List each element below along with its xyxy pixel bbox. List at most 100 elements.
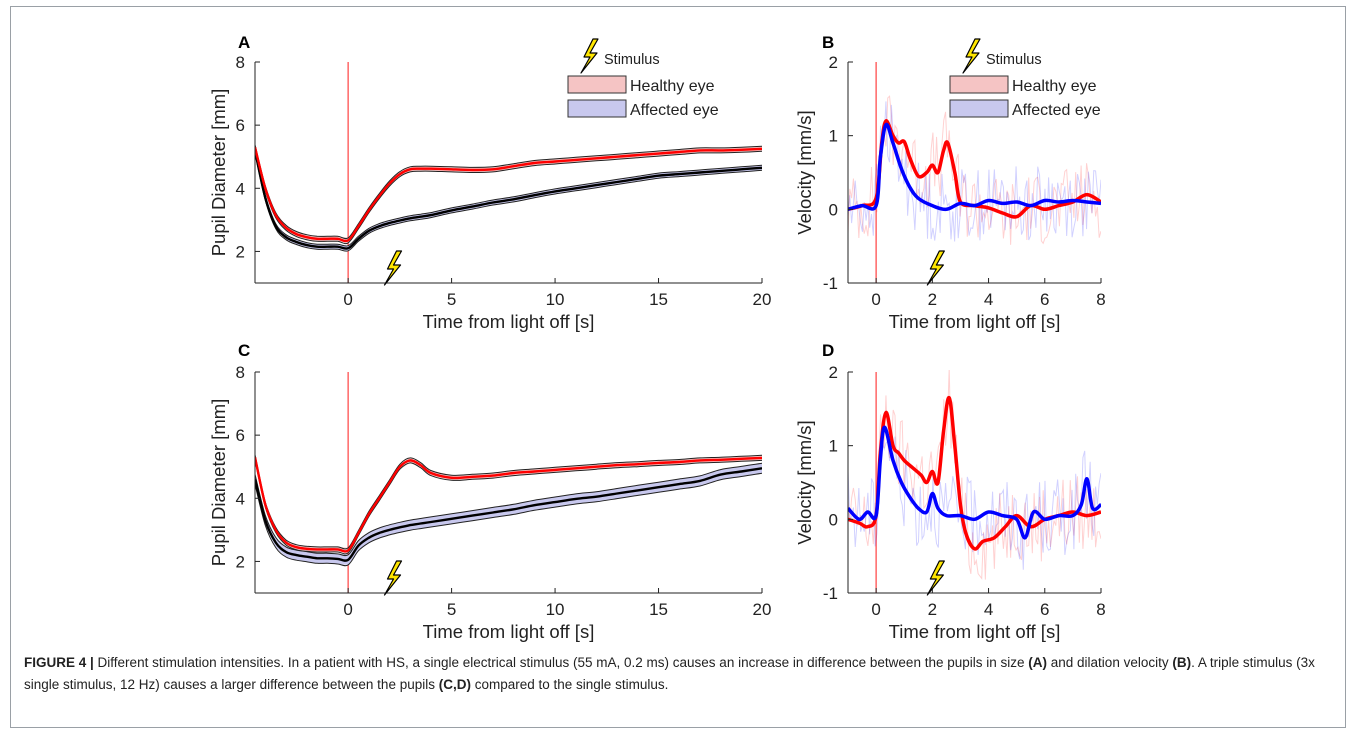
panel-a-x-axis-label: Time from light off [s] <box>423 311 595 332</box>
caption-ref-cd: (C,D) <box>438 677 471 692</box>
panel-a-series-affected <box>255 150 762 250</box>
panel-d-y-tick-label: -1 <box>823 584 838 603</box>
panel-c-x-tick-label: 10 <box>546 600 565 619</box>
panel-a-legend-stimulus-icon-shape <box>580 38 599 74</box>
panel-b-legend: Stimulus Healthy eye Affected eye <box>949 52 1101 119</box>
panel-d-series-affected <box>848 425 1101 540</box>
panel-c-stimulus-icon <box>383 560 403 596</box>
panel-a-stimulus-icon <box>383 250 403 286</box>
panel-b-y-axis-label: Velocity [mm/s] <box>794 110 815 234</box>
panel-d-letter: D <box>822 341 834 360</box>
panel-b-x-tick-label: 0 <box>871 290 880 309</box>
panel-c-band-healthy <box>255 454 762 553</box>
panel-a-series-healthy <box>255 146 762 243</box>
panel-b-raw-trace-healthy <box>848 95 1101 245</box>
panel-c-band-affected <box>255 463 762 565</box>
panel-b-raw-trace-affected <box>848 101 1101 242</box>
figure-frame <box>10 6 1346 728</box>
panel-c-letter: C <box>238 341 250 360</box>
panel-c-series-affected <box>255 467 762 562</box>
panel-a-band-upper-affected <box>255 147 762 247</box>
panel-a-band-lower-healthy <box>255 149 762 245</box>
panel-a-legend-stimulus-label: Stimulus <box>604 52 660 68</box>
panel-a-x-tick-label: 15 <box>649 290 668 309</box>
panel-d-y-tick-label: 0 <box>829 510 838 529</box>
panel-a-stimulus-icon-shape <box>383 250 403 286</box>
panel-a-legend-healthy-swatch <box>567 75 627 94</box>
panel-b-stimulus-icon-shape <box>926 250 945 286</box>
panel-b-plot-area <box>848 62 1101 283</box>
panel-d-plot-area <box>848 370 1101 593</box>
panel-c-y-tick-label: 4 <box>236 489 245 508</box>
panel-b-y-tick-label: 2 <box>829 53 838 72</box>
panel-b-stimulus-icon <box>926 250 945 286</box>
panel-a-letter: A <box>238 33 250 52</box>
panel-c-x-tick-label: 20 <box>753 600 772 619</box>
panel-b-legend-affected-label: Affected eye <box>1012 102 1101 119</box>
panel-b-legend-healthy-label: Healthy eye <box>1012 78 1097 95</box>
panel-b-legend-healthy-swatch <box>949 75 1009 94</box>
panel-a: A 0 5 10 15 20 2 4 6 8 Time from light off [s] Pupi… <box>208 33 771 332</box>
panel-d-series-healthy <box>848 396 1101 551</box>
panel-c-stimulus-icon-shape <box>383 560 403 596</box>
panel-d-y-tick-label: 2 <box>829 363 838 382</box>
panel-d-x-tick-label: 4 <box>984 600 993 619</box>
panel-c-plot-area <box>255 372 762 593</box>
panel-d-x-tick-label: 6 <box>1040 600 1049 619</box>
panel-a-band-upper-healthy <box>255 144 762 240</box>
panel-c-x-tick-label: 15 <box>649 600 668 619</box>
panel-b: B 0 2 4 6 8 -1 0 1 2 Time from light off [s] Veloci… <box>794 33 1106 332</box>
caption-ref-b: (B) <box>1172 655 1192 670</box>
panel-d-raw-trace-affected <box>848 436 1101 570</box>
caption-text-3: . A triple stimulus (3x single stimulus,… <box>24 655 1315 692</box>
panel-a-x-tick-label: 0 <box>343 290 352 309</box>
panel-a-plot-area <box>255 62 762 283</box>
panel-a-y-axis-label: Pupil Diameter [mm] <box>208 89 229 257</box>
panel-a-legend-affected-swatch <box>567 99 627 118</box>
caption-text-4: compared to the single stimulus. <box>470 677 669 692</box>
panel-c-band-lower-affected <box>255 472 762 567</box>
panel-d-x-tick-label: 8 <box>1096 600 1105 619</box>
panel-c-y-tick-label: 6 <box>236 426 245 445</box>
panel-d-stimulus-icon <box>926 560 945 596</box>
panel-b-letter: B <box>822 33 834 52</box>
panel-b-legend-stimulus-label: Stimulus <box>986 52 1042 68</box>
panel-c-y-tick-label: 8 <box>236 363 245 382</box>
caption-text-1: Different stimulation intensities. In a … <box>93 655 1029 670</box>
panel-c-band-upper-affected <box>255 462 762 557</box>
panel-a-x-tick-label: 10 <box>546 290 565 309</box>
panel-c-band-lower-healthy <box>255 459 762 555</box>
panel-c-y-tick-label: 2 <box>236 552 245 571</box>
panel-b-legend-affected-swatch <box>949 99 1009 118</box>
caption-text-2: and dilation velocity <box>1047 655 1173 670</box>
panel-b-series-healthy <box>848 119 1101 219</box>
panel-a-y-tick-label: 4 <box>236 179 245 198</box>
panel-d-y-axis-label: Velocity [mm/s] <box>794 420 815 544</box>
panel-b-x-tick-label: 8 <box>1096 290 1105 309</box>
panel-a-y-tick-label: 6 <box>236 116 245 135</box>
panel-d-x-tick-label: 0 <box>871 600 880 619</box>
panel-b-y-tick-label: 0 <box>829 200 838 219</box>
panel-d-stimulus-icon-shape <box>926 560 945 596</box>
panel-d-x-tick-label: 2 <box>928 600 937 619</box>
panel-a-y-tick-label: 2 <box>236 242 245 261</box>
panel-b-y-tick-label: 1 <box>829 127 838 146</box>
panel-a-legend-stimulus-icon <box>580 38 599 74</box>
figure-caption: FIGURE 4 | Different stimulation intensi… <box>24 652 1334 696</box>
panel-d-x-axis-label: Time from light off [s] <box>889 621 1061 642</box>
panel-b-x-tick-label: 6 <box>1040 290 1049 309</box>
panel-d-y-tick-label: 1 <box>829 437 838 456</box>
panel-a-y-tick-label: 8 <box>236 53 245 72</box>
panel-b-x-axis-label: Time from light off [s] <box>889 311 1061 332</box>
panel-d: D 0 2 4 6 8 -1 0 1 2 Time from light off [s] Veloci… <box>794 341 1106 642</box>
panel-b-legend-stimulus-icon-shape <box>962 38 981 74</box>
panel-b-legend-stimulus-icon <box>962 38 981 74</box>
panel-c-x-tick-label: 0 <box>343 600 352 619</box>
panel-a-legend: Stimulus Healthy eye Affected eye <box>567 52 719 119</box>
panel-a-x-tick-label: 5 <box>447 290 456 309</box>
panel-b-y-tick-label: -1 <box>823 274 838 293</box>
panel-c-x-axis-label: Time from light off [s] <box>423 621 595 642</box>
panel-c: C 0 5 10 15 20 2 4 6 8 Time from light off [s] Pupi… <box>208 341 771 642</box>
panel-b-x-tick-label: 4 <box>984 290 993 309</box>
